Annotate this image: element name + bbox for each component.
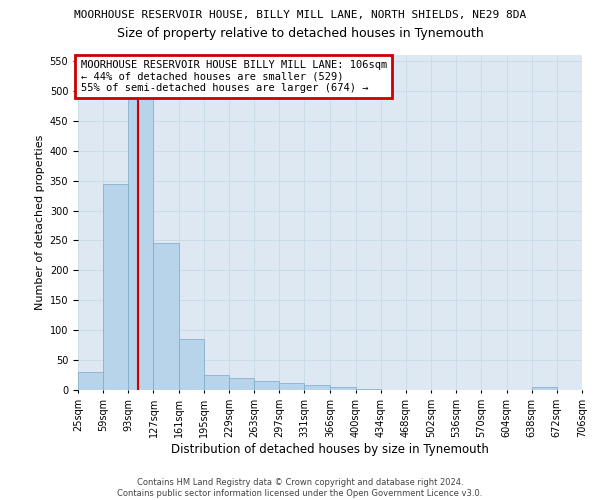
Bar bbox=[304, 385, 331, 390]
Text: Size of property relative to detached houses in Tynemouth: Size of property relative to detached ho… bbox=[116, 28, 484, 40]
Bar bbox=[128, 79, 154, 390]
X-axis label: Distribution of detached houses by size in Tynemouth: Distribution of detached houses by size … bbox=[171, 442, 489, 456]
Text: Contains HM Land Registry data © Crown copyright and database right 2024.
Contai: Contains HM Land Registry data © Crown c… bbox=[118, 478, 482, 498]
Text: MOORHOUSE RESERVOIR HOUSE, BILLY MILL LANE, NORTH SHIELDS, NE29 8DA: MOORHOUSE RESERVOIR HOUSE, BILLY MILL LA… bbox=[74, 10, 526, 20]
Bar bbox=[204, 375, 229, 390]
Bar bbox=[532, 387, 557, 390]
Bar bbox=[154, 244, 179, 390]
Bar bbox=[280, 383, 304, 390]
Bar bbox=[331, 387, 356, 390]
Bar bbox=[356, 389, 380, 390]
Text: MOORHOUSE RESERVOIR HOUSE BILLY MILL LANE: 106sqm
← 44% of detached houses are s: MOORHOUSE RESERVOIR HOUSE BILLY MILL LAN… bbox=[80, 60, 387, 93]
Bar bbox=[103, 184, 128, 390]
Y-axis label: Number of detached properties: Number of detached properties bbox=[35, 135, 46, 310]
Bar bbox=[254, 381, 280, 390]
Bar bbox=[78, 372, 103, 390]
Bar bbox=[229, 378, 254, 390]
Bar bbox=[179, 339, 204, 390]
